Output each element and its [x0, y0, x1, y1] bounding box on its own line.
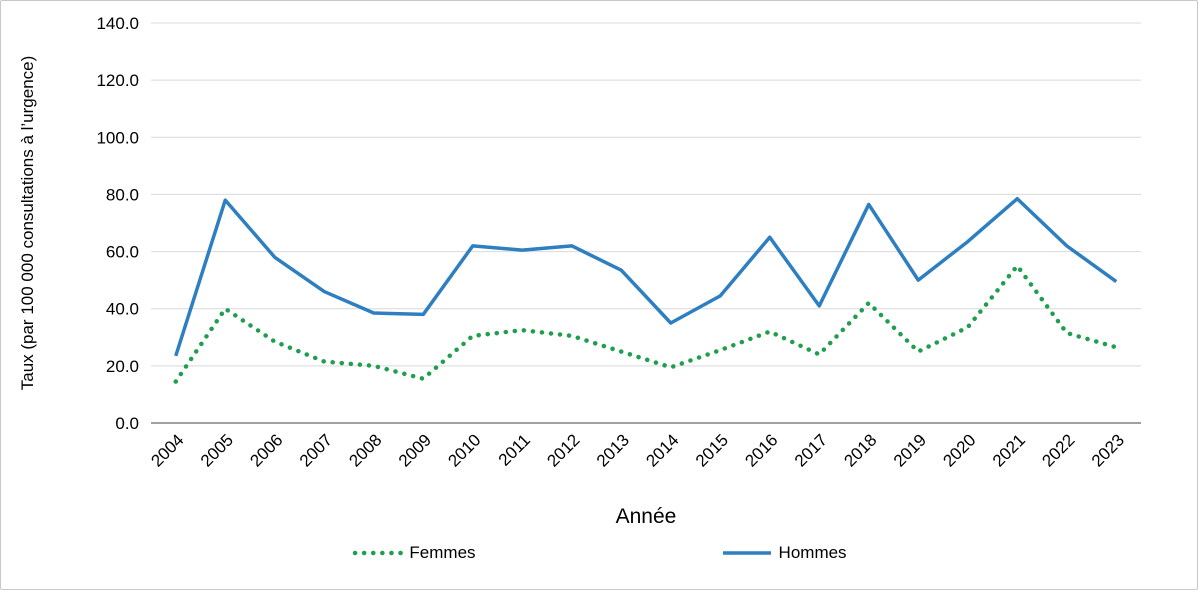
- svg-text:2017: 2017: [791, 430, 831, 470]
- svg-text:2009: 2009: [395, 430, 435, 470]
- x-tick-labels: 2004 2005 2006 2007 2008 2009 2010 2011 2012 2013…: [147, 430, 1128, 470]
- svg-text:2020: 2020: [939, 430, 979, 470]
- svg-text:40.0: 40.0: [106, 300, 139, 319]
- x-axis-title: Année: [616, 505, 677, 528]
- svg-text:2012: 2012: [543, 430, 583, 470]
- svg-text:0.0: 0.0: [115, 414, 139, 433]
- svg-text:140.0: 140.0: [96, 14, 139, 33]
- svg-text:60.0: 60.0: [106, 243, 139, 262]
- svg-text:2023: 2023: [1088, 430, 1128, 470]
- legend-label-hommes: Hommes: [778, 543, 847, 562]
- svg-text:2013: 2013: [593, 430, 633, 470]
- svg-text:2004: 2004: [147, 430, 187, 470]
- y-tick-labels: 0.0 20.0 40.0 60.0 80.0 100.0 120.0 140.0: [96, 14, 139, 433]
- svg-text:2005: 2005: [197, 430, 237, 470]
- svg-text:2010: 2010: [444, 430, 484, 470]
- gridlines: [151, 22, 1141, 424]
- svg-text:100.0: 100.0: [96, 128, 139, 147]
- legend-item-femmes: Femmes: [351, 543, 476, 563]
- svg-text:2011: 2011: [495, 430, 534, 469]
- svg-text:2016: 2016: [741, 430, 781, 470]
- line-chart-canvas: Taux (par 100 000 consultations à l’urge…: [18, 14, 1141, 528]
- data-series: [173, 196, 1119, 384]
- svg-text:2022: 2022: [1038, 430, 1078, 470]
- legend: Femmes Hommes: [1, 543, 1197, 563]
- svg-text:2019: 2019: [890, 430, 930, 470]
- svg-text:2018: 2018: [840, 430, 880, 470]
- svg-text:120.0: 120.0: [96, 71, 139, 90]
- svg-text:2021: 2021: [989, 430, 1029, 470]
- svg-text:2007: 2007: [296, 430, 336, 470]
- svg-text:2006: 2006: [246, 430, 286, 470]
- svg-text:2015: 2015: [692, 430, 732, 470]
- femmes-line-sample-icon: [353, 550, 404, 556]
- svg-text:20.0: 20.0: [106, 357, 139, 376]
- svg-text:2014: 2014: [642, 430, 682, 470]
- legend-label-femmes: Femmes: [409, 543, 476, 562]
- legend-item-hommes: Hommes: [721, 543, 847, 563]
- svg-text:2008: 2008: [345, 430, 385, 470]
- svg-text:80.0: 80.0: [106, 185, 139, 204]
- y-axis-title: Taux (par 100 000 consultations à l’urge…: [18, 56, 37, 391]
- hommes-line-sample-icon: [722, 551, 771, 555]
